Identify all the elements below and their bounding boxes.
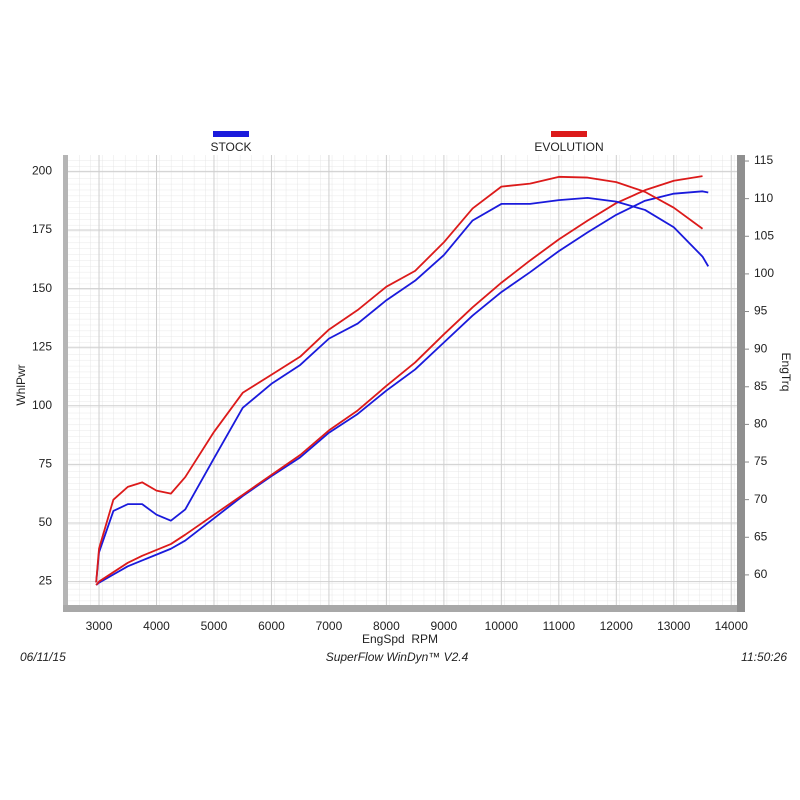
series-line (95, 175, 704, 583)
y2-tick-label: 80 (754, 417, 768, 431)
y2-tick-label: 95 (754, 304, 768, 318)
x-tick-label: 7000 (316, 619, 343, 633)
y2-tick-label: 85 (754, 379, 768, 393)
y-tick-label: 175 (32, 222, 52, 236)
x-tick-label: 3000 (86, 619, 113, 633)
footer-time: 11:50:26 (741, 650, 787, 664)
x-tick-label: 10000 (485, 619, 519, 633)
x-tick-label: 12000 (600, 619, 634, 633)
y2-tick-label: 110 (754, 191, 773, 205)
y2-tick-label: 115 (754, 153, 773, 167)
y-tick-label: 150 (32, 281, 52, 295)
y2-tick-label: 70 (754, 492, 768, 506)
y-tick-label: 25 (39, 574, 53, 588)
y-tick-label: 75 (39, 457, 53, 471)
lines (95, 175, 710, 586)
x-tick-label: 14000 (715, 619, 749, 633)
y-tick-label: 200 (32, 164, 52, 178)
y2-tick-label: 75 (754, 454, 768, 468)
y2-tick-label: 100 (754, 266, 774, 280)
y2-axis-label: EngTrq (779, 353, 793, 392)
x-tick-label: 6000 (258, 619, 285, 633)
y-tick-label: 50 (39, 515, 53, 529)
series-line (95, 196, 710, 583)
legend: STOCK EVOLUTION (210, 131, 604, 154)
x-tick-label: 11000 (543, 619, 576, 633)
x-tick-label: 9000 (431, 619, 458, 633)
minor-grid (68, 155, 737, 605)
y2-tick-label: 90 (754, 341, 768, 355)
legend-label: EVOLUTION (534, 140, 603, 154)
y-tick-label: 125 (32, 339, 52, 353)
legend-swatch (551, 131, 587, 137)
x-axis-label: EngSpd RPM (362, 632, 438, 646)
series-line (95, 190, 709, 586)
x-tick-label: 13000 (657, 619, 691, 633)
legend-swatch (213, 131, 249, 137)
x-tick-label: 4000 (143, 619, 170, 633)
y2-tick-label: 60 (754, 567, 768, 581)
legend-label: STOCK (210, 140, 251, 154)
axis-bar-bottom (63, 605, 745, 612)
axis-bar-right (737, 155, 745, 612)
series-line (95, 175, 703, 586)
footer-software: SuperFlow WinDyn™ V2.4 (326, 650, 469, 664)
footer-date: 06/11/15 (20, 650, 66, 664)
axis-bar-left (63, 155, 68, 612)
y2-tick-label: 65 (754, 529, 768, 543)
x-tick-label: 8000 (373, 619, 400, 633)
grid (68, 155, 737, 605)
y-axis-label: WhlPwr (14, 364, 28, 405)
x-tick-label: 5000 (201, 619, 228, 633)
y2-tick-label: 105 (754, 228, 774, 242)
y-tick-label: 100 (32, 398, 52, 412)
